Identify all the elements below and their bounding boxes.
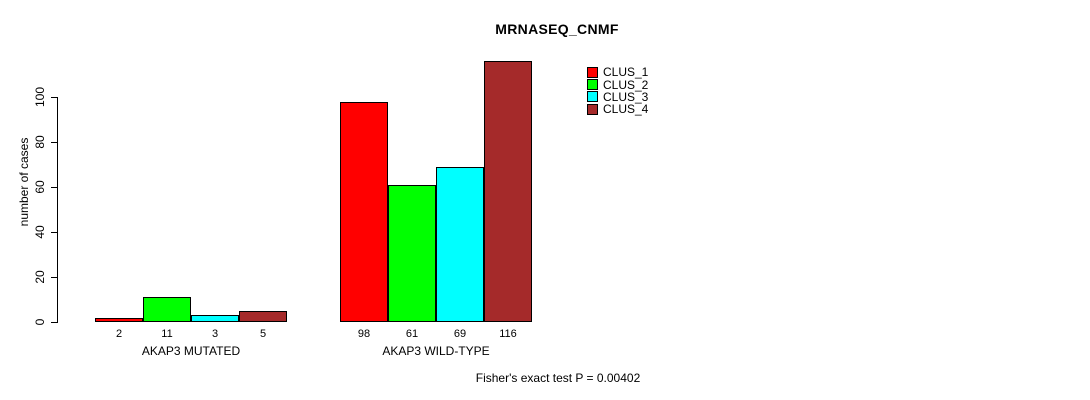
- y-axis-tick: [51, 187, 58, 188]
- y-axis-tick: [51, 142, 58, 143]
- bar-clus_2-akap3-wild-type: [388, 184, 436, 322]
- y-axis-tick: [51, 97, 58, 98]
- y-axis-tick-label: 60: [33, 180, 47, 194]
- bar-clus_2-akap3-mutated: [143, 297, 191, 322]
- y-axis-tick-label: 100: [33, 86, 47, 108]
- bar-clus_4-akap3-wild-type: [484, 61, 532, 322]
- legend-swatch-clus_1: [587, 66, 598, 78]
- legend-swatch-clus_4: [587, 103, 598, 115]
- legend-label: CLUS_1: [603, 65, 649, 80]
- bar-value-label: 116: [499, 328, 517, 340]
- y-axis-tick-label: 80: [33, 135, 47, 149]
- bar-value-label: 5: [259, 328, 267, 340]
- legend-label: CLUS_3: [603, 89, 649, 104]
- x-group-label: AKAP3 MUTATED: [141, 344, 241, 358]
- bar-value-label: 61: [405, 328, 419, 340]
- bar-clus_1-akap3-wild-type: [340, 101, 388, 322]
- bar-value-label: 2: [115, 328, 123, 340]
- chart-title: MRNASEQ_CNMF: [495, 21, 619, 37]
- legend-swatch-clus_3: [587, 91, 598, 103]
- bar-value-label: 11: [161, 328, 173, 340]
- legend-label: CLUS_4: [603, 102, 649, 117]
- bar-value-label: 69: [453, 328, 467, 340]
- legend-label: CLUS_2: [603, 77, 649, 92]
- bar-value-label: 3: [211, 328, 219, 340]
- legend-item-clus_4: CLUS_4: [587, 103, 648, 115]
- y-axis-tick-label: 20: [33, 270, 47, 284]
- legend-item-clus_1: CLUS_1: [587, 66, 648, 78]
- legend: CLUS_1 CLUS_2 CLUS_3 CLUS_4: [587, 66, 648, 116]
- bar-value-label: 98: [357, 328, 371, 340]
- y-axis-tick: [51, 232, 58, 233]
- y-axis-line: [57, 97, 58, 323]
- bar-clus_4-akap3-mutated: [239, 310, 287, 322]
- legend-item-clus_3: CLUS_3: [587, 91, 648, 103]
- bar-clus_3-akap3-mutated: [191, 315, 239, 322]
- bar-clus_3-akap3-wild-type: [436, 166, 484, 322]
- y-axis-tick-label: 40: [33, 225, 47, 239]
- legend-item-clus_2: CLUS_2: [587, 77, 649, 92]
- y-axis-tick: [51, 322, 58, 323]
- bar-clus_1-akap3-mutated: [95, 317, 143, 322]
- y-axis-label: number of cases: [17, 137, 31, 227]
- footnote: Fisher's exact test P = 0.00402: [475, 371, 641, 385]
- y-axis-tick-label: 0: [33, 318, 47, 326]
- legend-swatch-clus_2: [587, 79, 598, 91]
- y-axis-tick: [51, 277, 58, 278]
- x-group-label: AKAP3 WILD-TYPE: [382, 344, 490, 358]
